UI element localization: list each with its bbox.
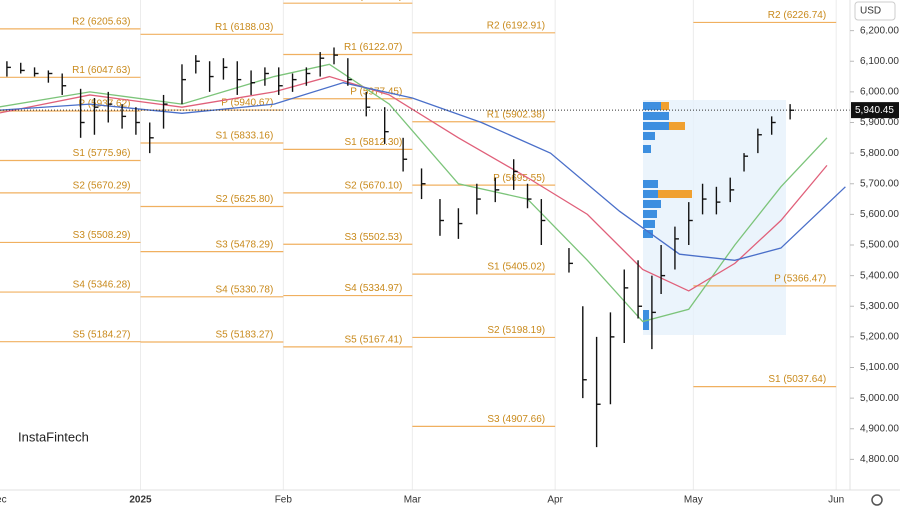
pivot-label: S1 (5037.64) — [768, 374, 826, 385]
volume-profile — [643, 102, 692, 330]
last-price-box — [851, 102, 899, 119]
pivot-label: P (5977.45) — [350, 86, 402, 97]
pivot-label: S5 (5183.27) — [216, 330, 274, 341]
settings-icon[interactable] — [871, 494, 883, 506]
pivot-label: S1 (5833.16) — [216, 131, 274, 142]
grid — [140, 0, 837, 490]
x-tick-label: May — [684, 495, 703, 506]
last-price-label: 5,940.45 — [855, 105, 894, 116]
y-tick-label: 4,900.00 — [860, 423, 899, 434]
moving-average — [0, 63, 828, 323]
pivot-label: S3 (5502.53) — [345, 232, 403, 243]
y-tick-label: 6,200.00 — [860, 25, 899, 36]
y-tick-label: 6,100.00 — [860, 56, 899, 67]
pivot-label: P (5695.55) — [493, 173, 545, 184]
y-tick-label: 5,800.00 — [860, 148, 899, 159]
pivot-label: S5 (5167.41) — [345, 334, 403, 345]
volume-profile-area — [643, 100, 786, 335]
plot: R2 (6205.63) R1 (6047.63) P (5937.62) S1 (5… — [0, 0, 850, 448]
pivot-label: S3 (5478.29) — [216, 239, 274, 250]
pivot-label: S2 (5670.10) — [345, 181, 403, 192]
brand-box — [12, 418, 112, 456]
x-tick-label: Dec — [0, 495, 7, 506]
y-tick-label: 4,800.00 — [860, 454, 899, 465]
pivot-label: S2 (5670.29) — [73, 180, 131, 191]
pivot-label: S4 (5334.97) — [345, 283, 403, 294]
pivot-label: S1 (5775.96) — [73, 148, 131, 159]
pivot-label: R1 (6047.63) — [72, 65, 130, 76]
pivot-label: R2 (6205.63) — [72, 17, 130, 28]
pivot-label: S4 (5330.78) — [216, 284, 274, 295]
pivot-label: P (5940.67) — [221, 98, 273, 109]
pivot-label: R2 (6289.64) — [344, 0, 402, 2]
pivot-label: P (5937.62) — [78, 99, 130, 110]
y-tick-label: 5,200.00 — [860, 332, 899, 343]
y-tick-label: 5,000.00 — [860, 393, 899, 404]
pivot-label: R1 (5902.38) — [487, 109, 545, 120]
pivot-label: S4 (5346.28) — [73, 280, 131, 291]
moving-average — [0, 75, 828, 292]
currency-box[interactable] — [854, 1, 896, 21]
pivot-label: S1 (5812.30) — [345, 137, 403, 148]
pivot-label: S2 (5198.19) — [487, 325, 545, 336]
pivot-label: S3 (4907.66) — [487, 414, 545, 425]
pivot-label: S2 (5625.80) — [216, 194, 274, 205]
x-tick-label: 2025 — [129, 495, 152, 506]
y-tick-label: 5,400.00 — [860, 270, 899, 281]
brand: InstaFintech — [18, 429, 89, 444]
pivot-label: R1 (6188.03) — [215, 22, 273, 33]
x-tick-label: Mar — [404, 495, 422, 506]
x-tick-label: Apr — [547, 495, 563, 506]
pivot-label: S5 (5184.27) — [73, 329, 131, 340]
pivot-label: S3 (5508.29) — [73, 230, 131, 241]
x-tick-label: Feb — [275, 495, 293, 506]
moving-average — [0, 82, 846, 261]
pivot-label: R2 (6226.74) — [768, 10, 826, 21]
axis-panel — [850, 0, 900, 510]
pivot-label: R2 (6192.91) — [487, 20, 545, 31]
y-tick-label: 5,900.00 — [860, 117, 899, 128]
x-tick-label: Jun — [828, 495, 844, 506]
y-tick-label: 5,100.00 — [860, 362, 899, 373]
pivot-label: R1 (6122.07) — [344, 42, 402, 53]
y-tick-label: 5,300.00 — [860, 301, 899, 312]
pivot-label: P (5366.47) — [774, 274, 826, 285]
y-tick-label: 5,700.00 — [860, 178, 899, 189]
y-tick-label: 6,000.00 — [860, 87, 899, 98]
currency: USD — [860, 6, 881, 17]
pivot-label: S1 (5405.02) — [487, 262, 545, 273]
y-tick-label: 5,600.00 — [860, 209, 899, 220]
y-tick-label: 5,500.00 — [860, 240, 899, 251]
